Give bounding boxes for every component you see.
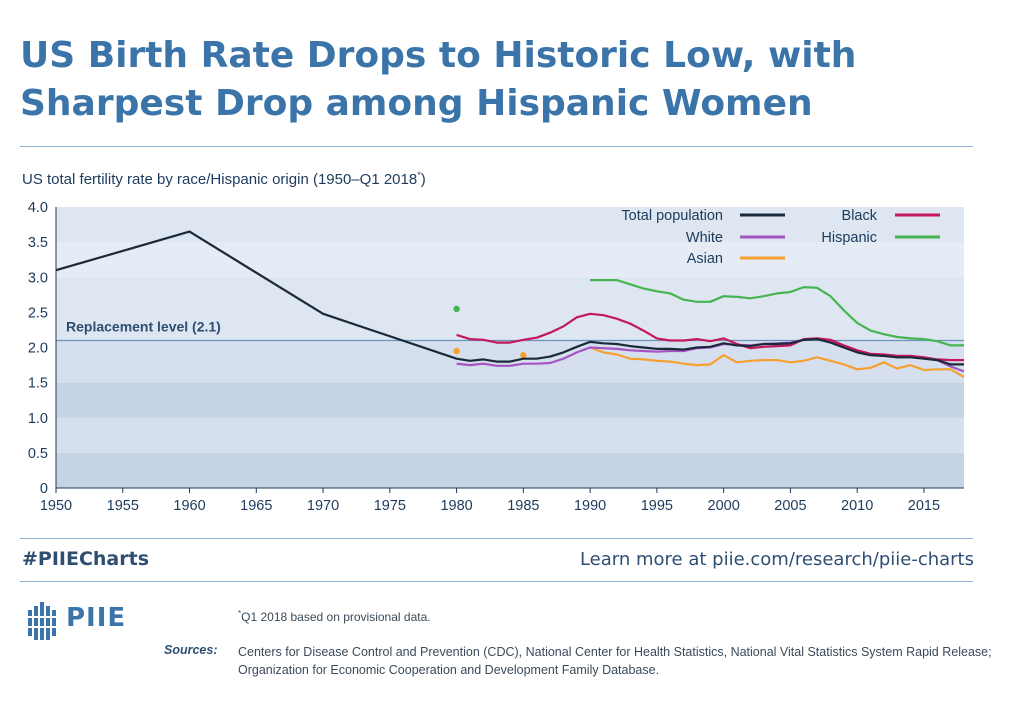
plot-band bbox=[56, 417, 964, 453]
y-tick-label: 0.5 bbox=[28, 446, 48, 462]
legend-label-asian: Asian bbox=[687, 251, 723, 267]
x-tick-label: 1960 bbox=[173, 498, 205, 514]
plot-band bbox=[56, 312, 964, 341]
replacement-level-label: Replacement level (2.1) bbox=[66, 318, 221, 334]
x-tick-label: 1980 bbox=[440, 498, 472, 514]
plot-band bbox=[56, 207, 964, 243]
x-tick-label: 1990 bbox=[574, 498, 606, 514]
x-tick-label: 1955 bbox=[107, 498, 139, 514]
chart-title: US Birth Rate Drops to Historic Low, wit… bbox=[20, 32, 1000, 128]
y-tick-label: 4.0 bbox=[28, 200, 48, 216]
title-line-1: US Birth Rate Drops to Historic Low, wit… bbox=[20, 35, 857, 76]
x-tick-label: 1975 bbox=[374, 498, 406, 514]
legend-label-white: White bbox=[686, 230, 723, 246]
total-population-line bbox=[55, 230, 964, 366]
x-tick-label: 1995 bbox=[641, 498, 673, 514]
asian-point bbox=[453, 347, 460, 355]
hispanic-line bbox=[590, 279, 964, 347]
legend-label-total-population: Total population bbox=[621, 208, 723, 224]
footnote-marker: * bbox=[238, 609, 242, 618]
plot-band bbox=[56, 242, 964, 278]
footer-bottom-divider bbox=[20, 581, 973, 582]
y-tick-label: 0 bbox=[40, 481, 48, 497]
subtitle-text: US total fertility rate by race/Hispanic… bbox=[22, 171, 418, 188]
title-line-2: Sharpest Drop among Hispanic Women bbox=[20, 83, 813, 124]
sources-label: Sources: bbox=[164, 643, 218, 657]
x-tick-label: 2005 bbox=[774, 498, 806, 514]
legend-label-hispanic: Hispanic bbox=[821, 230, 877, 246]
series-lines bbox=[55, 230, 965, 378]
asian-line bbox=[589, 346, 965, 378]
hashtag-label: #PIIECharts bbox=[22, 548, 150, 570]
sources-text: Centers for Disease Control and Preventi… bbox=[238, 645, 992, 677]
x-tick-label: 1985 bbox=[507, 498, 539, 514]
title-divider bbox=[20, 146, 973, 147]
black-line bbox=[456, 312, 964, 362]
x-tick-label: 2010 bbox=[841, 498, 873, 514]
y-tick-label: 3.5 bbox=[28, 235, 48, 251]
legend-label-black: Black bbox=[842, 208, 878, 224]
subtitle-close: ) bbox=[420, 171, 426, 188]
hispanic-point bbox=[453, 305, 460, 313]
chart-axes: 0 0.5 1.0 1.5 2.0 2.5 3.0 3.5 4.0 1950 1955 1960 196… bbox=[28, 200, 964, 514]
subtitle-note-marker: * bbox=[417, 170, 421, 180]
piie-logo-icon bbox=[26, 602, 58, 640]
x-tick-label: 1950 bbox=[40, 498, 72, 514]
x-tick-label: 2015 bbox=[908, 498, 940, 514]
logo-wordmark: PIIE bbox=[66, 603, 127, 633]
footnote-text: Q1 2018 based on provisional data. bbox=[241, 610, 431, 624]
plot-background bbox=[56, 207, 964, 488]
plot-band bbox=[56, 382, 964, 418]
footnote: *Q1 2018 based on provisional data. bbox=[238, 609, 431, 624]
x-tick-label: 2000 bbox=[708, 498, 740, 514]
fertility-line-chart: Replacement level (2.1) 0 0.5 1.0 1.5 2.0 2.5… bbox=[28, 200, 965, 514]
x-tick-label: 1970 bbox=[307, 498, 339, 514]
y-tick-label: 1.0 bbox=[28, 411, 48, 427]
chart-subtitle: US total fertility rate by race/Hispanic… bbox=[22, 170, 426, 188]
replacement-level-line: Replacement level (2.1) bbox=[56, 318, 964, 342]
y-tick-label: 2.5 bbox=[28, 305, 48, 321]
asian-point bbox=[520, 352, 527, 359]
y-tick-label: 2.0 bbox=[28, 341, 48, 357]
chart-legend: Total population White Asian Black Hispanic bbox=[621, 208, 940, 267]
plot-band bbox=[56, 277, 964, 313]
y-tick-label: 3.0 bbox=[28, 270, 48, 286]
y-tick-label: 1.5 bbox=[28, 376, 48, 392]
x-tick-label: 1965 bbox=[240, 498, 272, 514]
plot-band bbox=[56, 452, 964, 488]
footer-top-divider bbox=[20, 538, 973, 539]
learn-more-link[interactable]: Learn more at piie.com/research/piie-cha… bbox=[579, 549, 974, 570]
